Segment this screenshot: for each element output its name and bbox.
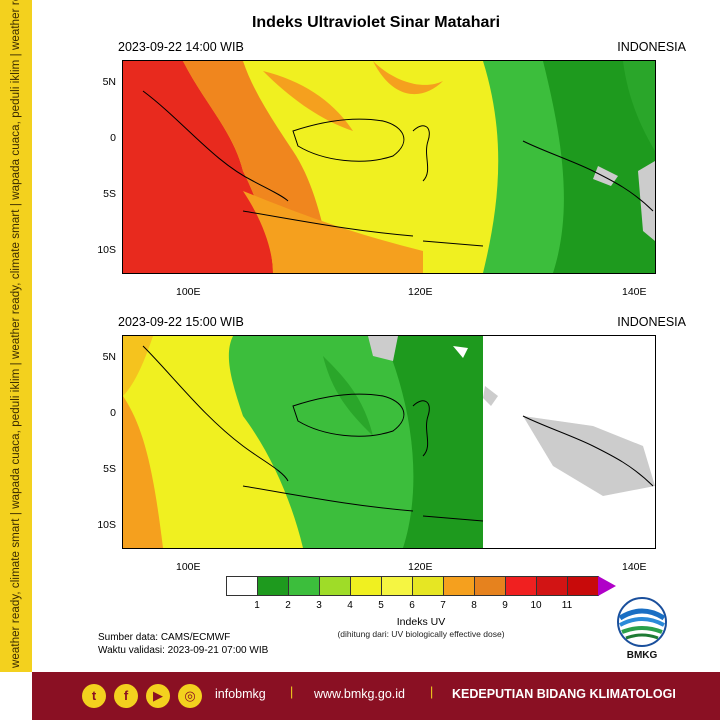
colorbar-swatch: [288, 576, 320, 596]
colorbar-swatch: [443, 576, 475, 596]
side-slogan: weather ready, climate smart | wapada cu…: [10, 0, 22, 668]
map-title: Indeks Ultraviolet Sinar Matahari: [251, 14, 501, 31]
lat-tick: 5S: [103, 188, 116, 200]
facebook-icon[interactable]: f: [114, 684, 138, 708]
panel-date: 2023-09-22 14:00 WIB: [118, 40, 244, 54]
colorbar-swatch: [474, 576, 506, 596]
colorbar-tick: 11: [561, 600, 573, 611]
colorbar-title: Indeks UV: [396, 616, 446, 628]
lon-tick: 100E: [176, 561, 201, 573]
source-info: Sumber data: CAMS/ECMWF Waktu validasi: …: [98, 631, 268, 657]
content: Indeks Ultraviolet Sinar Matahari 2023-0…: [32, 0, 720, 672]
lat-tick: 0: [110, 407, 116, 419]
lat-tick: 5S: [103, 463, 116, 475]
lon-tick: 120E: [408, 286, 433, 298]
uv-map-1500: [122, 335, 656, 549]
footer-separator: |: [290, 685, 294, 699]
footer-separator: |: [430, 685, 434, 699]
lon-tick: 100E: [176, 286, 201, 298]
panel-region: INDONESIA: [617, 315, 686, 329]
colorbar-swatch: [350, 576, 382, 596]
colorbar-swatches: [226, 576, 599, 596]
logo-text: BMKG: [626, 650, 658, 661]
colorbar-tick: 4: [347, 600, 353, 611]
footer-website[interactable]: www.bmkg.go.id: [314, 687, 406, 701]
instagram-icon[interactable]: ◎: [178, 684, 202, 708]
colorbar-swatch: [567, 576, 599, 596]
lon-tick: 120E: [408, 561, 433, 573]
lon-tick: 140E: [622, 286, 647, 298]
bmkg-emblem-icon: [617, 597, 667, 647]
lon-tick: 140E: [622, 561, 647, 573]
lat-tick: 5N: [102, 351, 116, 363]
colorbar-swatch: [226, 576, 258, 596]
twitter-icon[interactable]: t: [82, 684, 106, 708]
colorbar-tick: 5: [378, 600, 384, 611]
validity-line: Waktu validasi: 2023-09-21 07:00 WIB: [98, 645, 269, 656]
panel-region: INDONESIA: [617, 40, 686, 54]
colorbar-subtitle: (dihitung dari: UV biologically effectiv…: [337, 629, 505, 639]
colorbar-swatch: [257, 576, 289, 596]
side-band: weather ready, climate smart | wapada cu…: [0, 0, 32, 672]
colorbar-tick: 10: [530, 600, 542, 611]
colorbar-tick: 6: [409, 600, 415, 611]
footer-handle[interactable]: infobmkg: [215, 687, 266, 701]
colorbar-tick: 3: [316, 600, 322, 611]
colorbar-swatch: [412, 576, 444, 596]
colorbar-tick: 8: [471, 600, 477, 611]
colorbar-swatch: [505, 576, 537, 596]
colorbar-arrow-icon: [598, 576, 616, 596]
colorbar-swatch: [536, 576, 568, 596]
panel-date: 2023-09-22 15:00 WIB: [118, 315, 244, 329]
colorbar-swatch: [381, 576, 413, 596]
bmkg-logo: BMKG: [614, 594, 670, 664]
youtube-icon[interactable]: ▶: [146, 684, 170, 708]
footer: t f ▶ ◎ infobmkg | www.bmkg.go.id | KEDE…: [32, 672, 720, 720]
uv-map-1400: [122, 60, 656, 274]
colorbar-tick: 1: [254, 600, 260, 611]
lat-tick: 0: [110, 132, 116, 144]
colorbar-swatch: [319, 576, 351, 596]
colorbar-tick: 9: [502, 600, 508, 611]
footer-department: KEDEPUTIAN BIDANG KLIMATOLOGI: [452, 687, 676, 701]
source-line: Sumber data: CAMS/ECMWF: [98, 632, 231, 643]
lat-tick: 10S: [97, 244, 116, 256]
lat-tick: 10S: [97, 519, 116, 531]
colorbar-tick: 7: [440, 600, 446, 611]
lat-tick: 5N: [102, 76, 116, 88]
colorbar-tick: 2: [285, 600, 291, 611]
